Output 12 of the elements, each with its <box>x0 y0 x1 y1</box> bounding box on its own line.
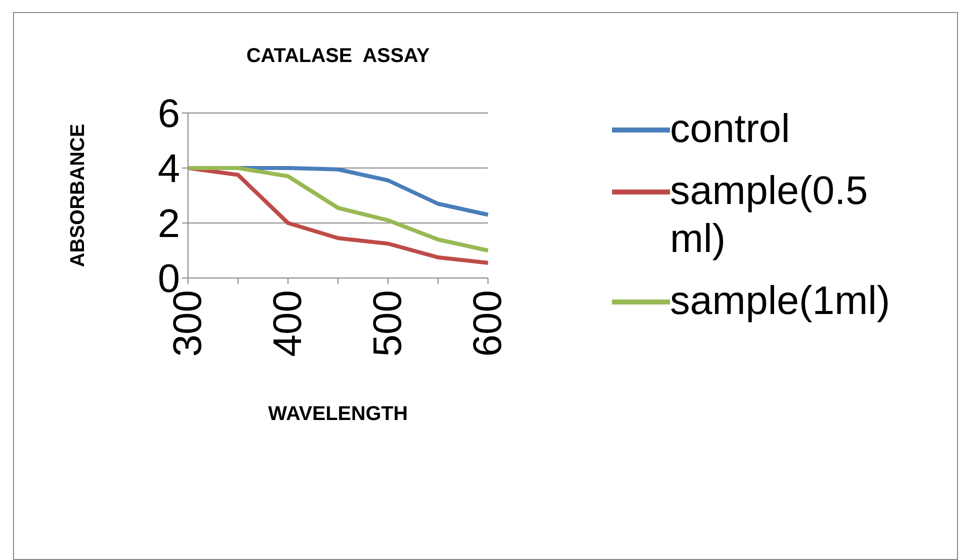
y-tick-label: 4 <box>158 147 180 192</box>
legend-label: sample(0.5 ml) <box>670 168 869 263</box>
x-axis-title: WAVELENGTH <box>268 403 408 425</box>
y-axis-title: ABSORBANCE <box>67 124 90 268</box>
legend-label: sample(1ml) <box>670 278 892 325</box>
y-tick-label: 2 <box>158 202 180 246</box>
x-tick-label: 400 <box>266 290 310 357</box>
x-tick-label: 600 <box>466 290 510 357</box>
legend-label: control <box>670 106 792 153</box>
chart-title: CATALASE ASSAY <box>245 45 431 68</box>
y-tick-label: 6 <box>158 92 180 136</box>
x-tick-label: 500 <box>366 290 410 357</box>
